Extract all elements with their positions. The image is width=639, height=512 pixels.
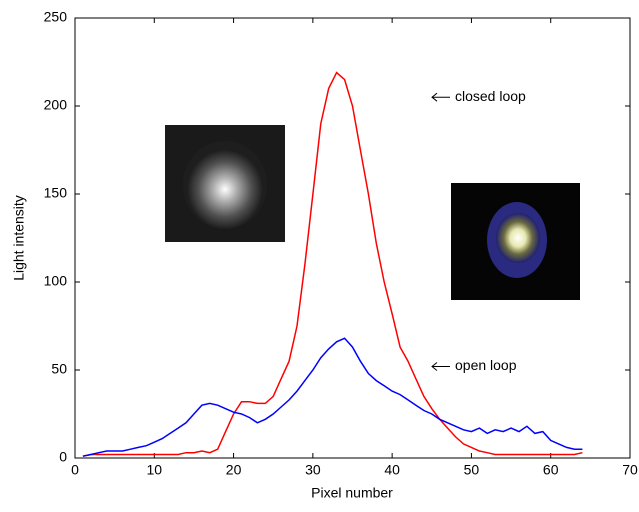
data-line (82, 337, 583, 457)
y-tick-label: 250 (44, 9, 68, 25)
y-tick-label: 200 (44, 97, 68, 113)
y-tick-label: 100 (44, 273, 68, 289)
plot-frame (74, 17, 631, 459)
x-tick-label: 40 (384, 462, 400, 478)
x-axis-label: Pixel number (311, 485, 393, 501)
data-line (82, 71, 583, 457)
y-axis-label: Light intensity (11, 195, 27, 281)
x-tick-label: 10 (146, 462, 162, 478)
x-tick-label: 60 (543, 462, 559, 478)
inset-image-closed (451, 183, 580, 300)
y-tick-label: 0 (59, 449, 67, 465)
x-tick-label: 30 (305, 462, 321, 478)
x-tick-label: 50 (464, 462, 480, 478)
arrow (431, 92, 450, 371)
x-tick-label: 70 (622, 462, 638, 478)
annotation: open loop (455, 357, 517, 373)
y-tick-label: 50 (51, 361, 67, 377)
x-tick-label: 0 (71, 462, 79, 478)
x-tick-label: 20 (226, 462, 242, 478)
inset-image-open (165, 125, 285, 242)
y-tick-label: 150 (44, 185, 68, 201)
annotation: closed loop (455, 88, 526, 104)
